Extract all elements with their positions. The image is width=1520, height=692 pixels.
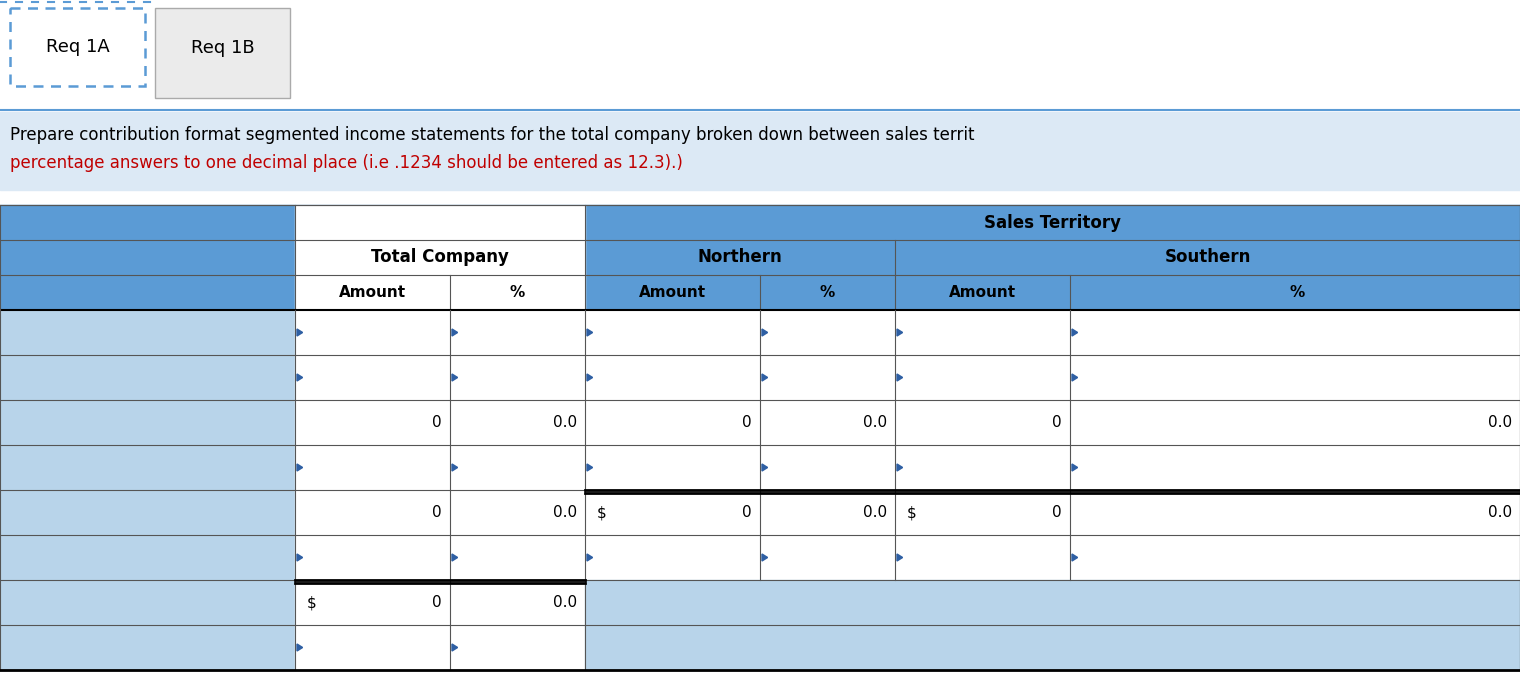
Bar: [0, 400, 295, 445]
Polygon shape: [451, 644, 458, 651]
Bar: [295, 535, 1520, 580]
Text: $: $: [597, 505, 606, 520]
Polygon shape: [1072, 329, 1078, 336]
Text: Req 1A: Req 1A: [46, 38, 109, 56]
Text: $: $: [307, 595, 316, 610]
Text: %: %: [819, 285, 834, 300]
Bar: [11, 8, 144, 86]
Text: Total Company: Total Company: [371, 248, 509, 266]
Bar: [11, 8, 144, 86]
Bar: [0, 490, 295, 535]
Text: Amount: Amount: [339, 285, 406, 300]
Bar: [585, 580, 1520, 625]
Polygon shape: [296, 644, 302, 651]
Text: 0: 0: [1052, 415, 1062, 430]
Text: $: $: [907, 505, 917, 520]
Bar: [0, 445, 295, 490]
Text: Amount: Amount: [948, 285, 1015, 300]
Text: Southern: Southern: [1164, 248, 1251, 266]
Text: percentage answers to one decimal place (i.e .1234 should be entered as 12.3).): percentage answers to one decimal place …: [11, 154, 682, 172]
Text: Sales Territory: Sales Territory: [983, 214, 1120, 232]
Polygon shape: [897, 464, 903, 471]
Polygon shape: [451, 464, 458, 471]
Bar: [0, 240, 1520, 275]
Bar: [295, 240, 585, 275]
Polygon shape: [296, 554, 302, 561]
Polygon shape: [587, 554, 593, 561]
Polygon shape: [1072, 554, 1078, 561]
Polygon shape: [587, 329, 593, 336]
Bar: [155, 8, 290, 98]
Text: 0.0: 0.0: [1488, 505, 1512, 520]
Text: 0.0: 0.0: [553, 595, 578, 610]
Bar: [0, 0, 1520, 110]
Bar: [0, 535, 295, 580]
Text: 0.0: 0.0: [553, 505, 578, 520]
Bar: [295, 625, 585, 670]
Polygon shape: [897, 554, 903, 561]
Polygon shape: [451, 374, 458, 381]
Bar: [295, 490, 1520, 535]
Text: 0.0: 0.0: [863, 415, 888, 430]
Bar: [0, 310, 295, 355]
Polygon shape: [451, 554, 458, 561]
Text: %: %: [1290, 285, 1306, 300]
Text: 0: 0: [1052, 505, 1062, 520]
Bar: [0, 205, 1520, 240]
Bar: [295, 445, 1520, 490]
Polygon shape: [897, 374, 903, 381]
Polygon shape: [1072, 374, 1078, 381]
Bar: [295, 205, 585, 240]
Polygon shape: [587, 464, 593, 471]
Bar: [295, 310, 1520, 355]
Bar: [0, 355, 295, 400]
Polygon shape: [762, 329, 768, 336]
Bar: [0, 112, 1520, 190]
Text: Prepare contribution format segmented income statements for the total company br: Prepare contribution format segmented in…: [11, 126, 974, 144]
Text: 0: 0: [742, 505, 752, 520]
Text: %: %: [509, 285, 524, 300]
Polygon shape: [296, 329, 302, 336]
Bar: [295, 275, 585, 310]
Text: 0: 0: [742, 415, 752, 430]
Bar: [585, 625, 1520, 670]
Text: 0: 0: [432, 505, 442, 520]
Polygon shape: [762, 374, 768, 381]
Text: 0.0: 0.0: [863, 505, 888, 520]
Polygon shape: [897, 329, 903, 336]
Bar: [295, 580, 585, 625]
Text: Amount: Amount: [638, 285, 707, 300]
Bar: [295, 400, 1520, 445]
Text: 0: 0: [432, 415, 442, 430]
Polygon shape: [587, 374, 593, 381]
Text: 0.0: 0.0: [1488, 415, 1512, 430]
Bar: [295, 355, 1520, 400]
Polygon shape: [451, 329, 458, 336]
Polygon shape: [1072, 464, 1078, 471]
Polygon shape: [296, 374, 302, 381]
Text: 0.0: 0.0: [553, 415, 578, 430]
Text: 0: 0: [432, 595, 442, 610]
Polygon shape: [762, 554, 768, 561]
Bar: [0, 275, 1520, 310]
Text: Req 1B: Req 1B: [190, 39, 254, 57]
Polygon shape: [762, 464, 768, 471]
Bar: [0, 625, 295, 670]
Text: Northern: Northern: [698, 248, 783, 266]
Bar: [0, 580, 295, 625]
Polygon shape: [296, 464, 302, 471]
